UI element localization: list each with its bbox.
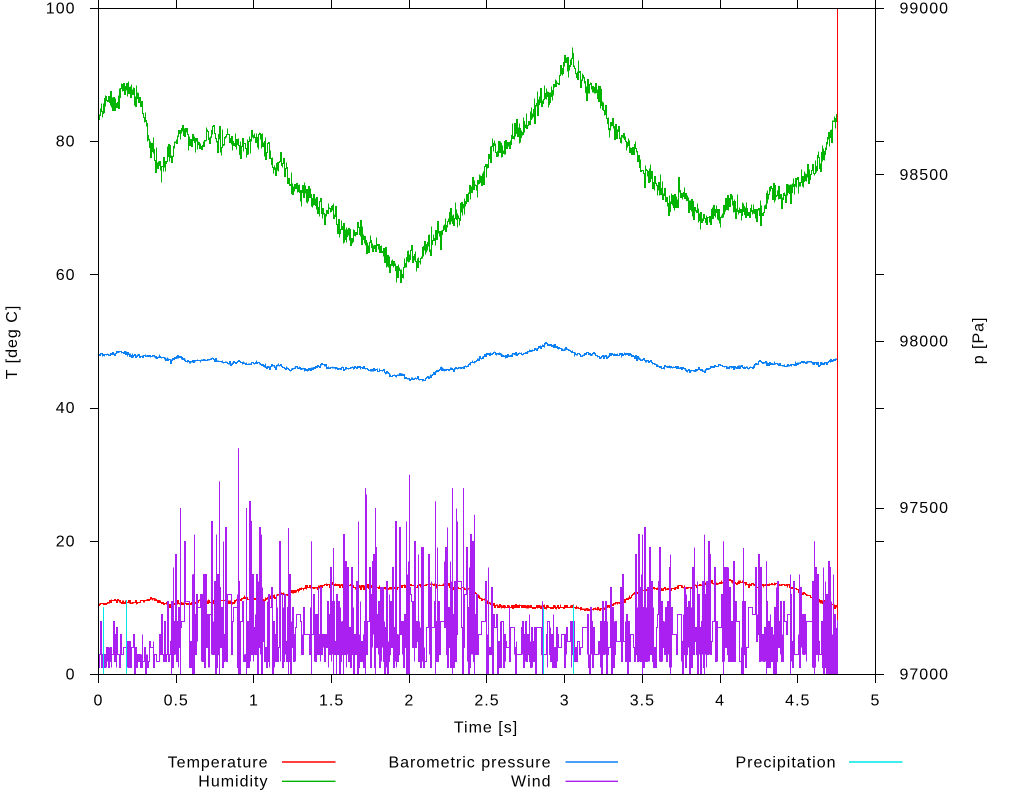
svg-text:2.5: 2.5	[474, 693, 499, 710]
svg-text:97000: 97000	[900, 667, 950, 684]
svg-text:3.5: 3.5	[630, 693, 655, 710]
svg-text:80: 80	[56, 134, 76, 151]
svg-text:97500: 97500	[900, 500, 950, 517]
svg-text:3: 3	[560, 693, 570, 710]
svg-text:1.5: 1.5	[319, 693, 344, 710]
svg-text:0: 0	[94, 693, 104, 710]
svg-text:99000: 99000	[900, 1, 950, 18]
svg-text:Temperature: Temperature	[168, 754, 269, 771]
svg-text:4: 4	[715, 693, 725, 710]
svg-text:2: 2	[404, 693, 414, 710]
svg-text:Humidity: Humidity	[198, 774, 268, 791]
svg-text:5: 5	[871, 693, 881, 710]
svg-text:98500: 98500	[900, 167, 950, 184]
svg-text:0.5: 0.5	[164, 693, 189, 710]
svg-text:60: 60	[56, 267, 76, 284]
svg-text:p [Pa]: p [Pa]	[971, 316, 988, 364]
svg-text:98000: 98000	[900, 334, 950, 351]
svg-text:4.5: 4.5	[785, 693, 810, 710]
svg-text:20: 20	[56, 533, 76, 550]
svg-text:40: 40	[56, 400, 76, 417]
svg-text:Precipitation: Precipitation	[735, 754, 836, 771]
svg-text:100: 100	[46, 1, 76, 18]
svg-text:Wind: Wind	[511, 774, 551, 791]
svg-text:Barometric pressure: Barometric pressure	[388, 754, 551, 771]
svg-text:1: 1	[249, 693, 259, 710]
svg-text:T [deg C]: T [deg C]	[4, 305, 21, 380]
svg-text:0: 0	[66, 667, 76, 684]
svg-text:Time [s]: Time [s]	[454, 720, 518, 737]
